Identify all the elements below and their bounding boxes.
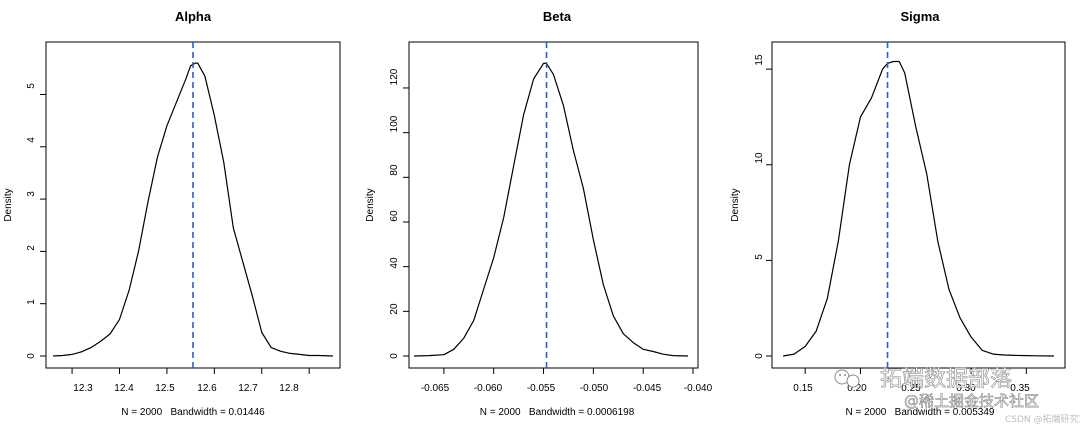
x-tick-label: 0.30 [956,383,976,394]
x-axis-label: N = 2000 Bandwidth = 0.0006198 [480,407,635,418]
x-tick-label: 12.6 [197,383,217,394]
density-curve [782,60,1054,357]
x-tick-label: 12.5 [155,383,175,394]
y-tick-label: 3 [26,191,37,197]
x-tick-label: -0.055 [527,383,556,394]
panel-sigma: Sigma Density N = 2000 Bandwidth = 0.005… [730,9,1066,418]
watermark: 拓端数据部落 @稀土掘金技术社区 CSDN @拓端研究室 [834,367,1080,425]
y-tick-label: 20 [389,303,400,315]
x-tick-label: 0.35 [1010,383,1030,394]
x-tick-label: -0.040 [684,383,713,394]
y-axis-label: Density [730,188,741,221]
x-tick-label: 0.15 [793,383,813,394]
y-tick-label: 2 [26,245,37,251]
y-tick-label: 40 [389,257,400,269]
x-axis-label: N = 2000 Bandwidth = 0.005349 [845,407,994,418]
y-tick-label: 1 [26,299,37,305]
y-tick-label: 100 [389,115,400,132]
y-tick-label: 0 [754,353,765,359]
x-tick-label: 12.4 [114,383,134,394]
chart-title: Alpha [175,9,212,24]
x-tick-label: -0.050 [580,383,609,394]
x-tick-label: 12.8 [279,383,299,394]
y-axis-label: Density [365,188,376,221]
panel-beta: Beta Density N = 2000 Bandwidth = 0.0006… [365,9,713,418]
chart-title: Sigma [900,9,940,24]
y-tick-label: 0 [389,353,400,359]
panel-alpha: Alpha Density N = 2000 Bandwidth = 0.014… [3,9,341,418]
x-tick-label: -0.065 [421,383,450,394]
x-tick-label: -0.060 [474,383,503,394]
watermark-text: @稀土掘金技术社区 [904,392,1039,410]
x-axis-label: N = 2000 Bandwidth = 0.01446 [121,407,265,418]
density-curve [413,62,689,357]
watermark-text: 拓端数据部落 [880,367,1012,392]
y-tick-label: 80 [389,164,400,176]
y-tick-label: 120 [389,68,400,85]
y-tick-label: 0 [26,353,37,359]
y-tick-label: 10 [754,152,765,164]
chart-title: Beta [543,9,572,24]
plot-frame [408,41,699,369]
x-tick-label: -0.045 [633,383,662,394]
x-tick-label: 12.7 [238,383,258,394]
y-tick-label: 4 [26,137,37,143]
y-axis-label: Density [3,188,14,221]
x-tick-label: 0.25 [901,383,921,394]
y-tick-label: 5 [754,254,765,260]
watermark-text: CSDN @拓端研究室 [1005,413,1080,425]
y-tick-label: 15 [754,54,765,66]
wechat-icon [834,369,860,388]
plot-frame [771,41,1066,369]
x-tick-label: 12.3 [73,383,93,394]
x-tick-label: 0.20 [847,383,867,394]
y-tick-label: 60 [389,210,400,222]
y-tick-label: 5 [26,83,37,89]
